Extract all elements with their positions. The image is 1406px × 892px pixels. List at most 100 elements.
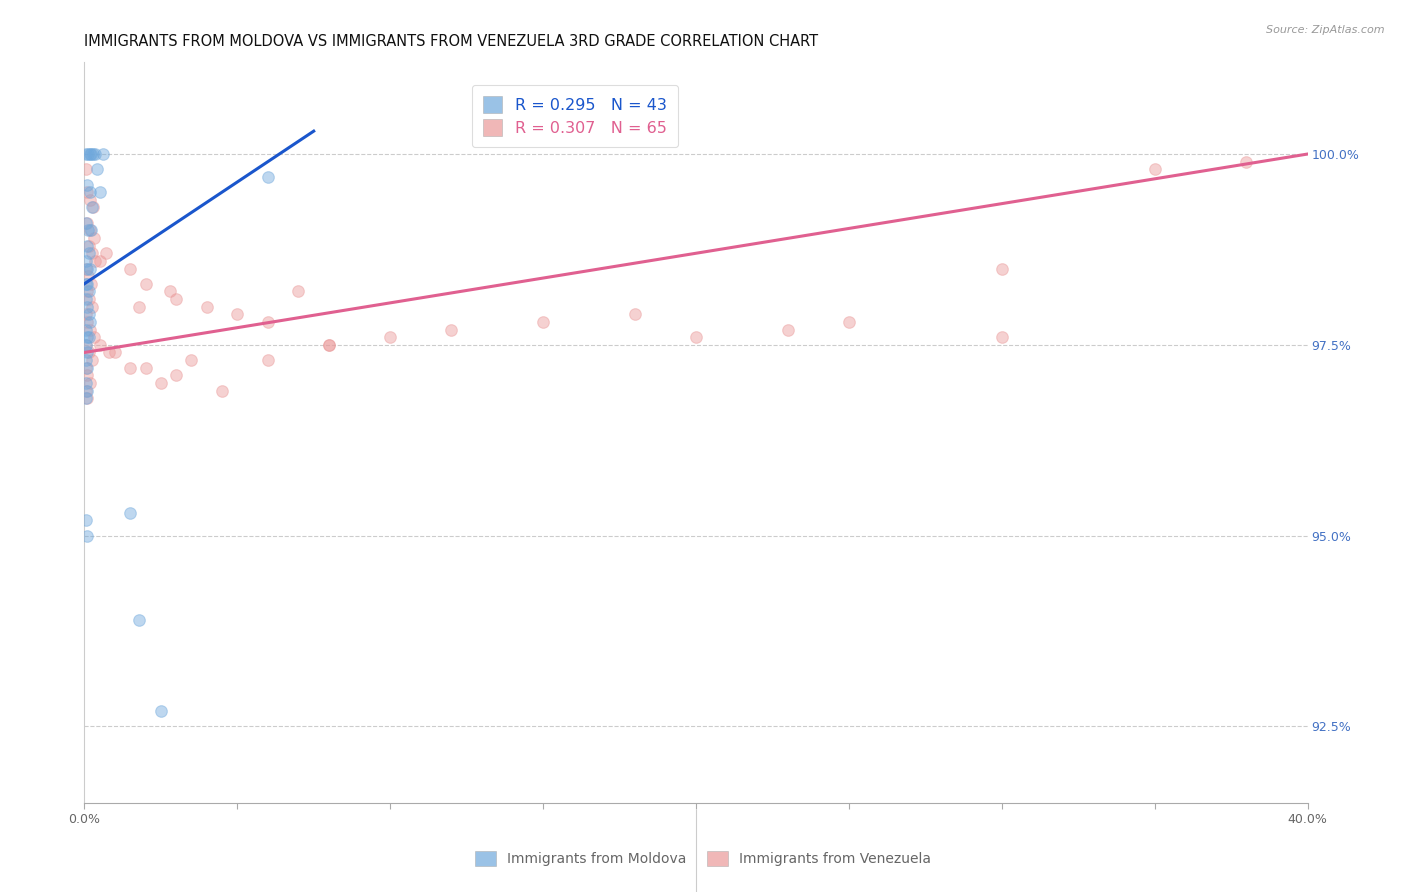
Point [80,277,103,291]
Legend: R = 0.295   N = 43, R = 0.307   N = 65: R = 0.295 N = 43, R = 0.307 N = 65 [471,86,678,147]
Point [75,360,97,375]
Point [79,223,101,237]
Point [120,261,142,276]
Point [838,315,860,329]
Point [77,147,100,161]
Point [287,285,309,299]
Point [991,330,1014,344]
Point [76,300,98,314]
Point [91,147,114,161]
Point [76,529,98,543]
Point [318,338,340,352]
Point [195,300,218,314]
Point [77,330,100,344]
Point [77,345,100,359]
Point [94,246,117,260]
Point [84,147,107,161]
Point [75,307,97,321]
Point [257,315,280,329]
Point [80,300,103,314]
Point [149,376,172,390]
Point [77,269,100,284]
Point [75,292,97,306]
Point [76,261,98,276]
Point [75,162,97,177]
Point [75,338,97,352]
Point [76,285,98,299]
Point [75,391,97,405]
Point [776,322,799,336]
Point [1236,154,1258,169]
Point [104,345,127,359]
Text: Source: ZipAtlas.com: Source: ZipAtlas.com [1267,25,1385,35]
Point [76,345,98,359]
Point [318,338,340,352]
Legend: Immigrants from Moldova, Immigrants from Venezuela: Immigrants from Moldova, Immigrants from… [470,846,936,871]
Point [76,315,98,329]
Point [380,330,402,344]
Point [79,322,101,336]
Point [135,360,157,375]
Point [79,185,101,199]
Point [80,246,103,260]
Point [80,201,103,215]
Point [76,178,98,192]
Point [75,147,97,161]
Point [76,277,98,291]
Point [76,384,98,398]
Point [76,216,98,230]
Point [531,315,554,329]
Point [76,368,98,383]
Point [77,285,100,299]
Point [82,201,104,215]
Point [75,353,97,368]
Point [80,353,103,368]
Point [80,147,103,161]
Point [180,353,202,368]
Point [76,238,98,252]
Point [79,147,101,161]
Point [165,292,187,306]
Point [257,353,280,368]
Point [79,261,101,276]
Point [77,292,100,306]
Point [257,169,280,184]
Point [77,307,100,321]
Point [77,223,100,237]
Point [128,300,150,314]
Point [76,330,98,344]
Point [76,360,98,375]
Point [135,277,157,291]
Point [97,345,120,359]
Point [79,193,101,207]
Point [77,246,100,260]
Point [440,322,463,336]
Point [165,368,187,383]
Point [120,506,142,520]
Point [75,338,97,352]
Point [75,277,97,291]
Point [75,322,97,336]
Point [120,360,142,375]
Point [79,315,101,329]
Point [685,330,707,344]
Point [76,185,98,199]
Point [89,253,111,268]
Point [77,238,100,252]
Point [75,216,97,230]
Point [89,338,111,352]
Point [1143,162,1166,177]
Point [991,261,1014,276]
Point [75,376,97,390]
Point [83,330,105,344]
Point [75,384,97,398]
Point [76,391,98,405]
Point [84,253,107,268]
Point [149,704,172,718]
Text: IMMIGRANTS FROM MOLDOVA VS IMMIGRANTS FROM VENEZUELA 3RD GRADE CORRELATION CHART: IMMIGRANTS FROM MOLDOVA VS IMMIGRANTS FR… [84,34,818,49]
Point [128,613,150,627]
Point [226,307,249,321]
Point [80,223,103,237]
Point [86,162,108,177]
Point [159,285,181,299]
